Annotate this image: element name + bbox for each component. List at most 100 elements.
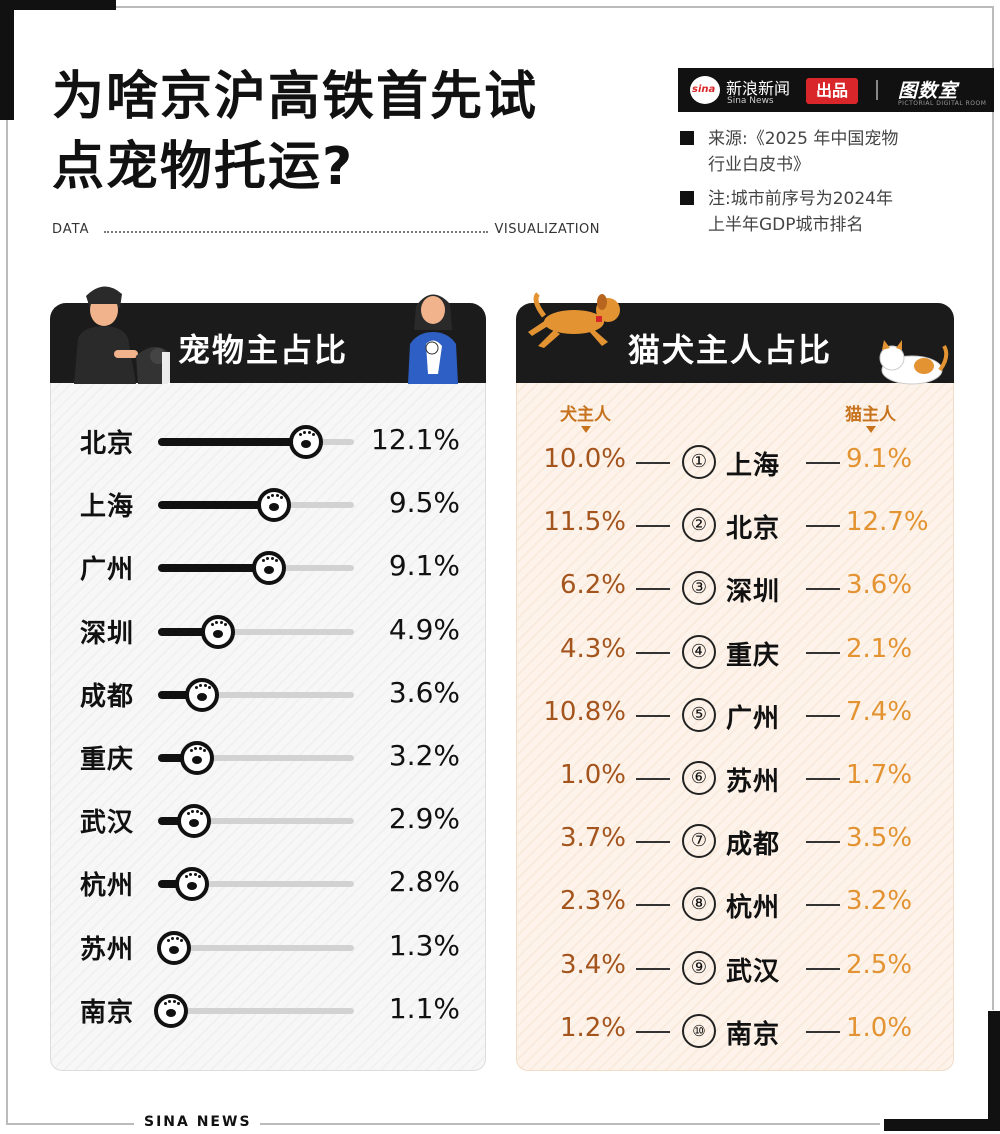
cat-owner-value: 3.5% (846, 823, 913, 854)
connector-line (636, 588, 670, 591)
bar-track (158, 1007, 354, 1014)
rank-badge: ① (682, 445, 716, 479)
city-label: 杭州 (726, 893, 781, 924)
partner-sub: PICTORIAL DIGITAL ROOM (898, 100, 987, 107)
bar-fill (158, 438, 307, 446)
city-label: 苏州 (726, 767, 781, 797)
connector-line (636, 525, 670, 528)
cat-dog-panel-header: 猫犬主人占比 (516, 303, 954, 383)
rank-badge: ④ (682, 634, 716, 669)
paw-knob-icon (156, 930, 191, 965)
caret-down-icon (865, 426, 876, 433)
bar-fill (158, 754, 198, 762)
bar-value-label: 3.2% (388, 739, 460, 772)
cat-owner-value: 1.0% (846, 1012, 913, 1043)
footer: SINA NEWS (0, 1114, 1000, 1134)
rank-badge: ⑤ (682, 697, 716, 732)
paw-knob-icon (154, 993, 189, 1028)
bar-fill (158, 880, 193, 889)
connector-line (636, 841, 670, 844)
table-row: 3.4% ⑨ 武汉 2.5% (516, 948, 954, 988)
caret-down-icon (580, 426, 591, 433)
woman-with-cat-illustration-icon (408, 294, 458, 384)
dog-owner-value: 3.7% (559, 823, 626, 854)
bar-fill (158, 564, 270, 573)
brand-bar: 新浪新闻 Sina News 出品 图数室 PICTORIAL DIGITAL … (678, 68, 994, 112)
source-text: 来源:《2025 年中国宠物 行业白皮书》 (708, 129, 899, 175)
brand-separator (876, 80, 878, 100)
rank-badge: ⑩ (682, 1013, 716, 1048)
paw-knob-icon (252, 551, 287, 586)
connector-line (806, 462, 840, 464)
connector-line (806, 778, 840, 780)
connector-line (636, 462, 670, 464)
dog-owner-value: 11.5% (543, 507, 626, 538)
brand-name: 新浪新闻 (726, 79, 791, 98)
bar-row: 上海 9.5% (80, 484, 460, 524)
bar-value-label: 4.9% (388, 612, 460, 646)
cat-owner-value: 2.1% (846, 633, 913, 664)
connector-line (636, 778, 670, 780)
dog-owner-value: 4.3% (559, 633, 626, 664)
rank-badge: ⑥ (682, 761, 716, 795)
connector-line (806, 714, 840, 717)
connector-line (806, 588, 840, 591)
cat-owner-value: 3.6% (846, 570, 913, 601)
bar-category-label: 南京 (80, 997, 135, 1028)
footer-line-left (6, 1123, 134, 1125)
source-note: 来源:《2025 年中国宠物 行业白皮书》 (680, 126, 980, 178)
pet-owner-panel-body (50, 383, 486, 1071)
bar-category-label: 武汉 (80, 808, 135, 839)
bar-value-label: 3.6% (388, 675, 460, 709)
cat-owner-value: 7.4% (846, 696, 913, 727)
dog-owner-column-header: 犬主人 (560, 400, 611, 433)
note-bullet-icon (680, 191, 694, 205)
city-label: 成都 (726, 830, 781, 861)
bar-category-label: 北京 (80, 429, 135, 459)
cat-owner-value: 3.2% (846, 886, 913, 917)
bar-category-label: 苏州 (80, 934, 135, 965)
bar-fill (158, 627, 219, 636)
bar-value-label: 9.5% (388, 486, 460, 520)
frame-line-left (6, 120, 8, 1124)
table-row: 10.0% ① 上海 9.1% (516, 442, 954, 482)
bar-category-label: 广州 (80, 555, 135, 586)
running-dog-illustration-icon (528, 292, 620, 348)
bar-track (158, 691, 354, 698)
frame-line-right (992, 6, 994, 1010)
corner-decoration-bottom-right-bar (884, 1119, 1000, 1131)
bar-value-label: 2.9% (388, 802, 460, 836)
connector-line (806, 1030, 840, 1033)
paw-knob-icon (175, 867, 210, 902)
bar-value-label: 1.1% (388, 991, 460, 1025)
bar-value-label: 2.8% (388, 865, 460, 899)
bar-track (158, 944, 354, 951)
connector-line (636, 967, 670, 970)
bar-row: 成都 3.6% (80, 674, 460, 714)
footer-line-right (260, 1123, 880, 1125)
city-label: 武汉 (726, 956, 781, 987)
bar-track (158, 818, 354, 825)
table-row: 2.3% ⑧ 杭州 3.2% (516, 884, 954, 924)
dog-owner-value: 3.4% (559, 949, 626, 980)
bar-row: 广州 9.1% (80, 547, 460, 587)
cat-owner-value: 12.7% (846, 507, 929, 538)
table-row: 10.8% ⑤ 广州 7.4% (516, 695, 954, 735)
connector-line (806, 525, 840, 528)
bar-category-label: 重庆 (80, 745, 135, 775)
cat-dog-panel-title: 猫犬主人占比 (628, 331, 833, 369)
connector-line (806, 904, 840, 907)
paw-knob-icon (289, 425, 324, 459)
connector-line (806, 841, 840, 844)
rank-badge: ② (682, 508, 716, 543)
bar-category-label: 成都 (80, 681, 135, 712)
paw-knob-icon (257, 488, 292, 523)
corner-decoration-top-left (0, 0, 14, 120)
rank-badge: ⑦ (682, 824, 716, 859)
bar-value-label: 1.3% (388, 928, 460, 962)
connector-line (806, 651, 840, 654)
table-row: 4.3% ④ 重庆 2.1% (516, 632, 954, 672)
frame-line-top (116, 6, 992, 8)
corner-decoration-top-left-bar (0, 0, 116, 10)
